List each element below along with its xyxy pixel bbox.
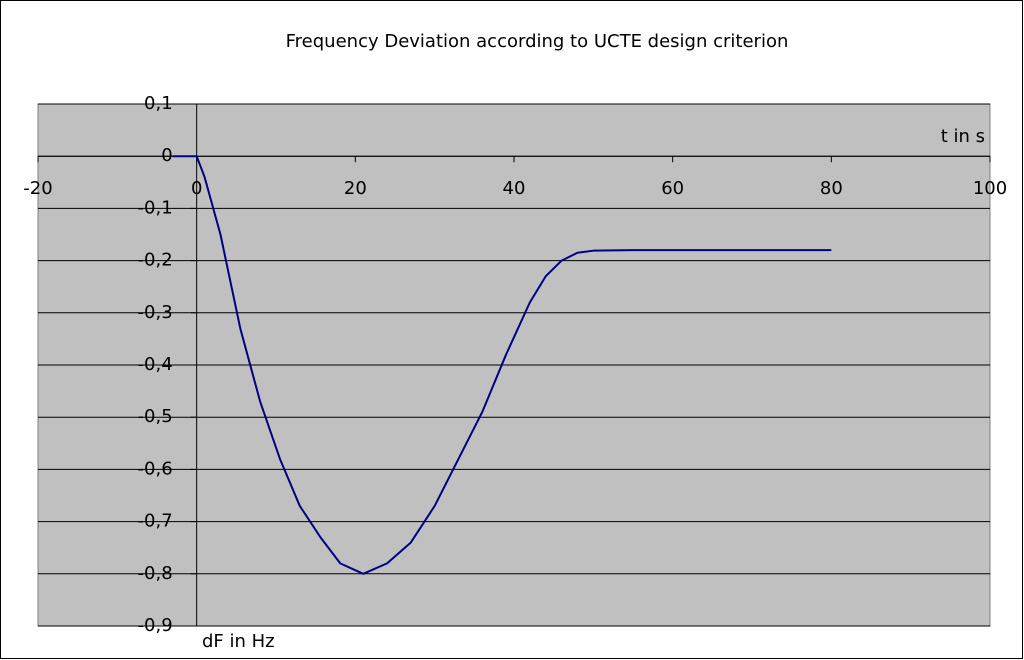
x-tick-label: 60 [661, 178, 684, 199]
x-tick-label: 100 [973, 178, 1007, 199]
y-tick-label: -0,2 [138, 250, 173, 271]
x-tick-label: 40 [503, 178, 526, 199]
y-tick-label: -0,8 [138, 563, 173, 584]
x-tick-label: 20 [344, 178, 367, 199]
y-axis-title: dF in Hz [202, 631, 275, 652]
x-tick-label: 80 [820, 178, 843, 199]
data-line [172, 155, 832, 575]
y-tick-label: -0,7 [138, 511, 173, 532]
y-tick-label: -0,5 [138, 406, 173, 427]
y-tick-label: -0,6 [138, 458, 173, 479]
y-tick-label: -0,1 [138, 197, 173, 218]
x-axis-title: t in s [941, 126, 985, 147]
y-tick-label: -0,3 [138, 302, 173, 323]
y-tick-label: 0,1 [144, 93, 173, 114]
chart-title: Frequency Deviation according to UCTE de… [286, 31, 789, 52]
y-tick-label: -0,4 [138, 354, 173, 375]
y-tick-label: -0,9 [138, 615, 173, 636]
x-tick-label: -20 [23, 178, 52, 199]
